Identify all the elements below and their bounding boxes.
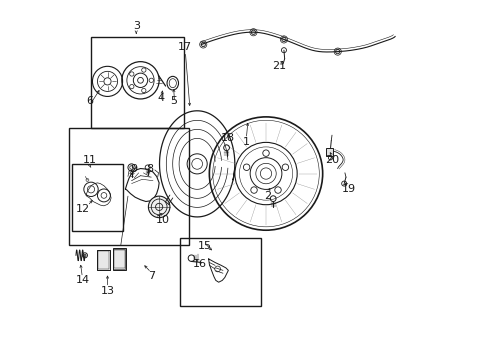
Bar — [69, 128, 188, 245]
Bar — [98, 251, 109, 269]
Text: 19: 19 — [341, 184, 355, 194]
Text: 14: 14 — [75, 275, 89, 285]
Bar — [91, 37, 183, 128]
Bar — [325, 148, 332, 156]
Text: 7: 7 — [147, 271, 155, 281]
Circle shape — [281, 37, 285, 41]
Text: 17: 17 — [178, 42, 192, 52]
Circle shape — [201, 42, 205, 46]
Bar — [112, 248, 126, 270]
Circle shape — [148, 196, 169, 218]
Text: 11: 11 — [82, 155, 97, 165]
Text: 12: 12 — [76, 204, 90, 215]
Text: 6: 6 — [86, 96, 93, 106]
Text: 18: 18 — [221, 133, 235, 143]
Text: 4: 4 — [158, 93, 164, 103]
Text: 13: 13 — [101, 286, 114, 296]
Text: 5: 5 — [170, 96, 177, 106]
Bar — [180, 238, 260, 306]
Text: 2: 2 — [264, 191, 271, 201]
Bar — [114, 249, 124, 268]
Circle shape — [251, 30, 255, 35]
Text: 16: 16 — [192, 259, 206, 269]
Bar — [97, 250, 109, 270]
Text: 20: 20 — [325, 155, 339, 165]
Text: 1: 1 — [243, 138, 249, 147]
Bar — [72, 164, 123, 231]
Text: 9: 9 — [130, 164, 137, 174]
Text: 15: 15 — [197, 241, 211, 251]
Text: 10: 10 — [155, 215, 169, 225]
Text: 21: 21 — [272, 61, 286, 71]
Text: 3: 3 — [132, 21, 140, 31]
Text: 8: 8 — [145, 164, 153, 174]
Bar — [97, 249, 110, 270]
Circle shape — [335, 49, 339, 54]
Bar — [113, 249, 125, 269]
